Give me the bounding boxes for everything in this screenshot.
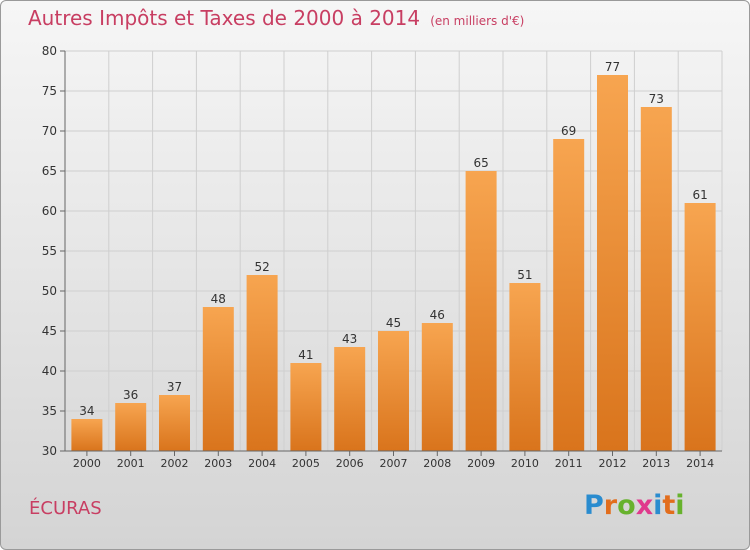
bar bbox=[71, 419, 103, 451]
bar bbox=[290, 363, 322, 451]
logo-letter: i bbox=[653, 490, 663, 521]
data-label: 45 bbox=[386, 316, 401, 330]
y-tick-label: 65 bbox=[42, 164, 57, 178]
bar bbox=[553, 139, 585, 451]
x-tick-label: 2001 bbox=[117, 457, 145, 470]
bar bbox=[246, 275, 278, 451]
data-label: 52 bbox=[254, 260, 269, 274]
title-row: Autres Impôts et Taxes de 2000 à 2014 (e… bbox=[28, 6, 524, 30]
x-tick-label: 2010 bbox=[511, 457, 539, 470]
x-tick-label: 2007 bbox=[380, 457, 408, 470]
bar bbox=[684, 203, 716, 451]
data-label: 34 bbox=[79, 404, 94, 418]
data-label: 46 bbox=[430, 308, 445, 322]
x-tick-label: 2002 bbox=[161, 457, 189, 470]
logo-letter: i bbox=[675, 490, 685, 521]
chart-subtitle: (en milliers d'€) bbox=[430, 14, 525, 28]
bar bbox=[115, 403, 147, 451]
bar bbox=[597, 75, 628, 451]
y-tick-label: 35 bbox=[42, 404, 57, 418]
y-tick-label: 70 bbox=[42, 124, 57, 138]
data-label: 73 bbox=[649, 92, 664, 106]
data-label: 48 bbox=[211, 292, 226, 306]
x-tick-label: 2003 bbox=[204, 457, 232, 470]
data-label: 43 bbox=[342, 332, 357, 346]
bar bbox=[509, 283, 541, 451]
y-tick-label: 30 bbox=[42, 444, 57, 458]
x-tick-label: 2000 bbox=[73, 457, 101, 470]
y-tick-label: 45 bbox=[42, 324, 57, 338]
bar bbox=[640, 107, 672, 451]
bar bbox=[159, 395, 190, 451]
x-tick-label: 2006 bbox=[336, 457, 364, 470]
label-layer: 34 2000 36 2001 37 2002 48 2003 52 2004 41 2005 43 20… bbox=[73, 60, 714, 470]
y-tick-label: 55 bbox=[42, 244, 57, 258]
logo-letter: t bbox=[662, 490, 676, 521]
y-tick-label: 60 bbox=[42, 204, 57, 218]
y-tick-label: 50 bbox=[42, 284, 57, 298]
x-tick-label: 2009 bbox=[467, 457, 495, 470]
bar bbox=[202, 307, 234, 451]
x-tick-label: 2005 bbox=[292, 457, 320, 470]
x-tick-label: 2011 bbox=[555, 457, 583, 470]
x-tick-label: 2014 bbox=[686, 457, 714, 470]
data-label: 41 bbox=[298, 348, 313, 362]
y-tick-label: 40 bbox=[42, 364, 57, 378]
logo-letter: x bbox=[635, 490, 654, 521]
x-tick-label: 2004 bbox=[248, 457, 276, 470]
place-name: ÉCURAS bbox=[29, 498, 102, 519]
logo-letter: r bbox=[603, 490, 618, 521]
data-label: 77 bbox=[605, 60, 620, 74]
data-label: 61 bbox=[692, 188, 707, 202]
axis-layer: 30 35 40 45 50 55 60 65 70 75 80 bbox=[42, 44, 722, 458]
y-tick-label: 75 bbox=[42, 84, 57, 98]
bar bbox=[421, 323, 453, 451]
data-label: 37 bbox=[167, 380, 182, 394]
chart-title: Autres Impôts et Taxes de 2000 à 2014 bbox=[28, 6, 421, 30]
data-label: 51 bbox=[517, 268, 532, 282]
x-tick-label: 2008 bbox=[423, 457, 451, 470]
bar-layer bbox=[71, 75, 716, 451]
logo-letter: o bbox=[617, 490, 636, 521]
data-label: 36 bbox=[123, 388, 138, 402]
bar bbox=[334, 347, 366, 451]
x-tick-label: 2013 bbox=[642, 457, 670, 470]
proxiti-logo: Proxiti bbox=[584, 490, 685, 521]
data-label: 65 bbox=[473, 156, 488, 170]
y-tick-label: 80 bbox=[42, 44, 57, 58]
data-label: 69 bbox=[561, 124, 576, 138]
bar bbox=[378, 331, 409, 451]
logo-letter: P bbox=[584, 490, 604, 521]
x-tick-label: 2012 bbox=[599, 457, 627, 470]
bar bbox=[465, 171, 497, 451]
